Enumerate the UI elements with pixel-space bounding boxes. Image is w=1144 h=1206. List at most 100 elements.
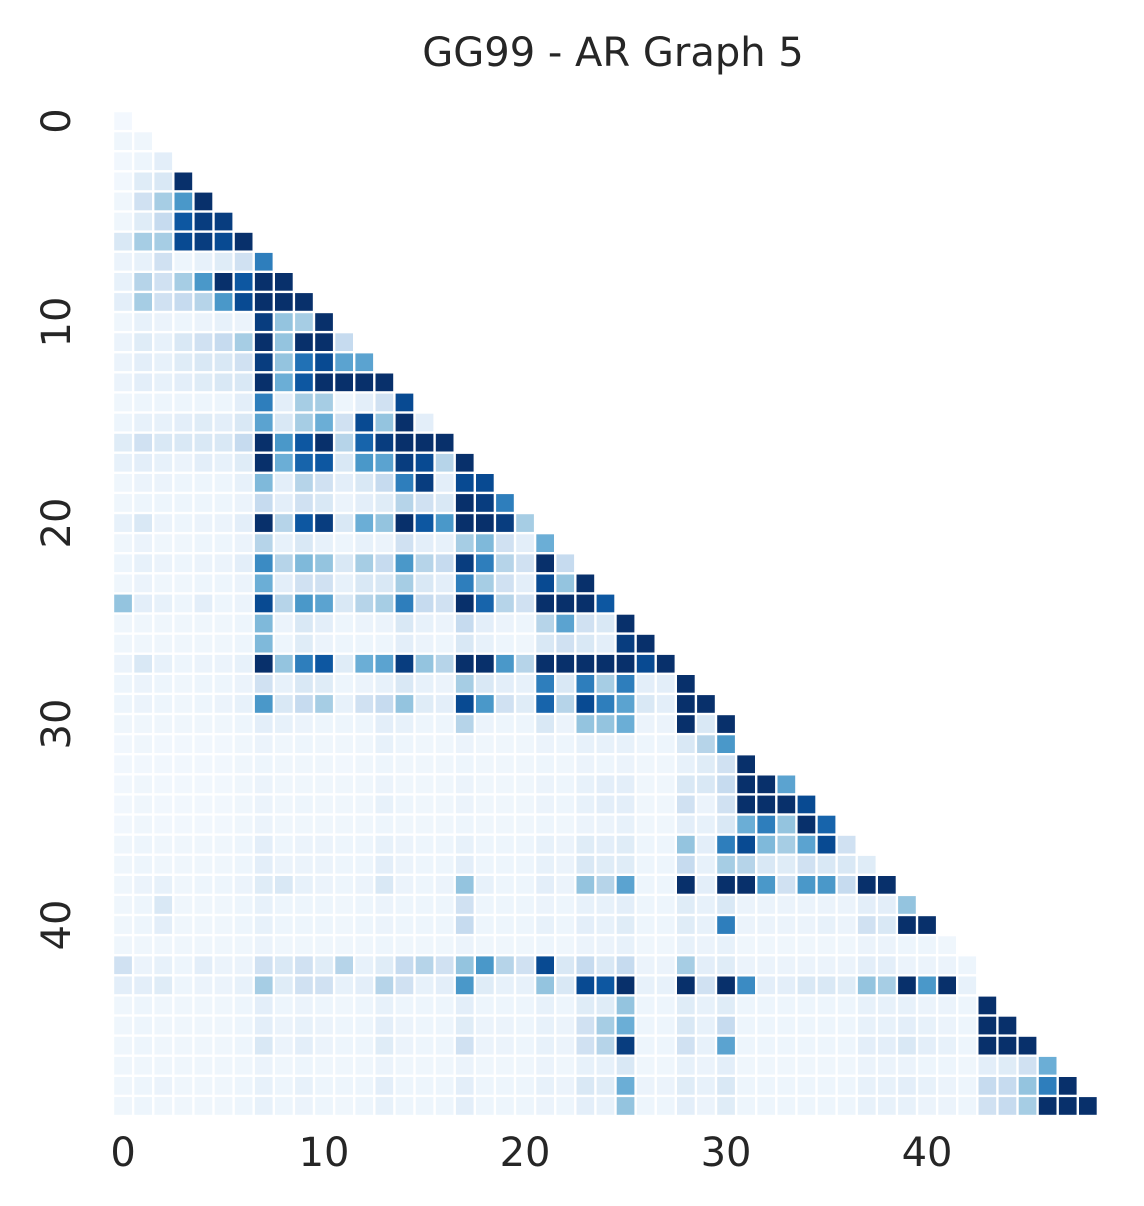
heatmap-cell	[415, 956, 434, 975]
heatmap-cell	[757, 896, 776, 914]
heatmap-cell	[154, 855, 173, 874]
heatmap-cell	[315, 433, 333, 452]
heatmap-cell	[1038, 1097, 1057, 1115]
heatmap-cell	[114, 433, 132, 452]
heatmap-cell	[214, 534, 233, 552]
heatmap-cell	[295, 835, 313, 854]
y-tick-label: 0	[34, 108, 80, 133]
heatmap-cell	[114, 654, 132, 673]
heatmap-cell	[455, 554, 474, 573]
heatmap-cell	[154, 614, 173, 633]
heatmap-cell	[355, 654, 374, 673]
heatmap-cell	[375, 675, 394, 693]
heatmap-cell	[114, 313, 132, 331]
heatmap-cell	[174, 293, 193, 311]
y-tick-label: 40	[34, 900, 80, 951]
heatmap-cell	[576, 835, 595, 854]
heatmap-cell	[737, 775, 755, 794]
heatmap-cell	[395, 735, 414, 753]
heatmap-cell	[355, 514, 374, 532]
heatmap-cell	[214, 494, 233, 512]
heatmap-cell	[636, 634, 655, 653]
heatmap-cell	[415, 936, 434, 954]
heatmap-cell	[134, 634, 152, 653]
heatmap-cell	[857, 1077, 876, 1095]
heatmap-cell	[516, 1097, 534, 1115]
heatmap-cell	[415, 594, 434, 613]
heatmap-cell	[134, 916, 152, 934]
heatmap-cell	[234, 996, 253, 1015]
heatmap-cell	[837, 1036, 856, 1055]
heatmap-cell	[234, 232, 253, 251]
heatmap-cell	[737, 996, 755, 1015]
heatmap-cell	[395, 534, 414, 552]
heatmap-cell	[254, 735, 273, 753]
heatmap-cell	[677, 715, 695, 733]
heatmap-cell	[878, 1016, 896, 1035]
heatmap-cell	[898, 1016, 916, 1035]
heatmap-cell	[636, 936, 655, 954]
heatmap-cell	[415, 614, 434, 633]
heatmap-cell	[717, 996, 735, 1015]
heatmap-cell	[415, 795, 434, 814]
heatmap-cell	[455, 614, 474, 633]
heatmap-cell	[375, 474, 394, 492]
heatmap-cell	[677, 855, 695, 874]
heatmap-cell	[335, 534, 353, 552]
heatmap-cell	[114, 695, 132, 713]
heatmap-cell	[476, 815, 494, 834]
heatmap-cell	[234, 534, 253, 552]
heatmap-cell	[154, 936, 173, 954]
heatmap-cell	[174, 795, 193, 814]
heatmap-cell	[415, 835, 434, 854]
heatmap-cell	[335, 775, 353, 794]
heatmap-cell	[496, 695, 514, 713]
heatmap-cell	[536, 835, 554, 854]
heatmap-cell	[476, 876, 494, 894]
heatmap-cell	[455, 835, 474, 854]
heatmap-cell	[496, 634, 514, 653]
heatmap-cell	[415, 654, 434, 673]
heatmap-cell	[355, 353, 374, 372]
heatmap-cell	[114, 373, 132, 392]
heatmap-cell	[154, 1036, 173, 1055]
heatmap-cell	[234, 494, 253, 512]
heatmap-cell	[355, 634, 374, 653]
heatmap-cell	[174, 514, 193, 532]
heatmap-cell	[516, 876, 534, 894]
heatmap-cell	[114, 855, 132, 874]
heatmap-cell	[516, 534, 534, 552]
heatmap-cell	[134, 453, 152, 472]
heatmap-cell	[395, 896, 414, 914]
heatmap-cell	[395, 916, 414, 934]
heatmap-cell	[958, 1097, 977, 1115]
heatmap-cell	[254, 634, 273, 653]
heatmap-cell	[737, 755, 755, 774]
heatmap-cell	[636, 916, 655, 934]
heatmap-cell	[194, 514, 213, 532]
heatmap-cell	[295, 815, 313, 834]
heatmap-cell	[254, 353, 273, 372]
heatmap-cell	[395, 855, 414, 874]
heatmap-cell	[415, 775, 434, 794]
heatmap-cell	[315, 654, 333, 673]
heatmap-cell	[194, 252, 213, 271]
heatmap-cell	[395, 695, 414, 713]
heatmap-cell	[275, 554, 293, 573]
heatmap-cell	[194, 815, 213, 834]
heatmap-cell	[214, 514, 233, 532]
heatmap-cell	[335, 956, 353, 975]
heatmap-cell	[375, 413, 394, 432]
heatmap-cell	[275, 654, 293, 673]
heatmap-cell	[174, 1097, 193, 1115]
heatmap-cell	[295, 996, 313, 1015]
heatmap-cell	[656, 876, 675, 894]
heatmap-cell	[214, 232, 233, 251]
heatmap-cell	[697, 896, 715, 914]
heatmap-cell	[737, 1016, 755, 1035]
heatmap-cell	[415, 1077, 434, 1095]
heatmap-cell	[114, 634, 132, 653]
heatmap-cell	[978, 1036, 997, 1055]
heatmap-cell	[335, 755, 353, 774]
